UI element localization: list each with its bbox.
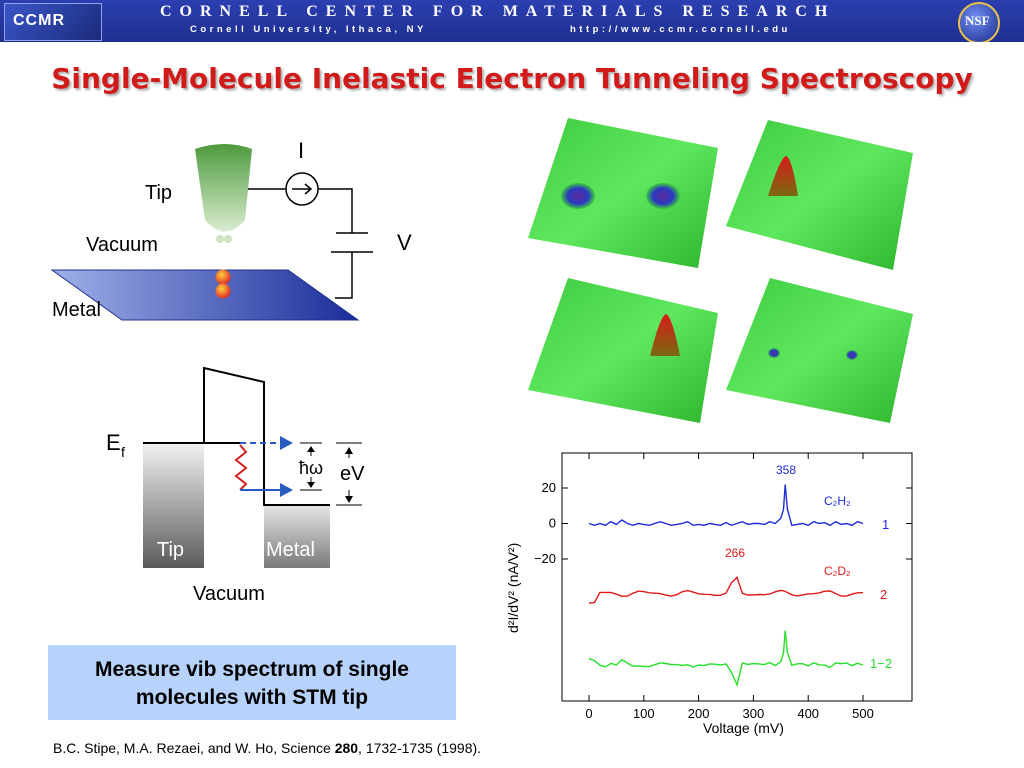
- label-fermi: E: [106, 430, 121, 455]
- stm-image-2: [726, 120, 913, 270]
- energy-diagram: E f ħω eV Tip Metal Vacuum: [106, 366, 365, 605]
- trace-c2d2: [588, 576, 864, 604]
- peak-label-266: 266: [725, 546, 745, 560]
- tip-apex-icon: [216, 235, 224, 243]
- tip-apex-icon: [224, 235, 232, 243]
- stm-image-1: [528, 118, 718, 268]
- y-axis-label: d²I/dV² (nA/V²): [505, 543, 521, 633]
- x-axis-label: Voltage (mV): [703, 720, 784, 736]
- label-metal: Metal: [52, 299, 101, 321]
- summary-callout: Measure vib spectrum of single molecules…: [48, 645, 456, 720]
- tip-band: [143, 443, 204, 568]
- trace-difference: [588, 630, 864, 688]
- banner-title: CORNELL CENTER FOR MATERIALS RESEARCH: [160, 3, 836, 20]
- molecule-label-c2d2: C₂D₂: [824, 564, 851, 578]
- nsf-logo: NSF: [940, 0, 1010, 42]
- arrow-icon: [280, 436, 293, 450]
- label-vacuum-gap: Vacuum: [193, 583, 265, 605]
- x-tick-label: 400: [797, 706, 819, 721]
- y-tick-label: 20: [542, 480, 556, 495]
- trace-c2h2: [588, 484, 864, 527]
- metal-band: [264, 505, 330, 568]
- label-current: I: [298, 138, 304, 163]
- trace-label-3: 1−2: [870, 656, 892, 671]
- x-tick-label: 100: [633, 706, 655, 721]
- spectrum-chart: 200−20 0 100 200 300 400 500 358 C₂H₂ 1 266 C…: [505, 452, 913, 736]
- citation-authors: B.C. Stipe, M.A. Rezaei, and W. Ho, Scie…: [53, 740, 335, 756]
- citation-volume: 280: [334, 740, 359, 756]
- ccmr-logo-text: CCMR: [13, 12, 65, 29]
- citation-pages: , 1732-1735 (1998).: [358, 740, 482, 756]
- metal-surface: [50, 269, 360, 321]
- x-tick-label: 0: [585, 706, 592, 721]
- stm-tip-shape: [195, 144, 252, 232]
- label-tip-band: Tip: [157, 539, 184, 561]
- y-tick-label: 0: [549, 516, 556, 531]
- molecule-atom-icon: [215, 269, 231, 285]
- label-tip: Tip: [145, 182, 172, 204]
- molecule-atom-icon: [215, 283, 231, 299]
- stm-schematic: I Tip Vacuum V Metal: [50, 138, 412, 321]
- arrow-icon: [280, 483, 293, 497]
- banner-subtitle: Cornell University, Ithaca, NY: [190, 24, 427, 35]
- stm-image-4: [726, 278, 913, 423]
- x-tick-label: 300: [743, 706, 765, 721]
- y-tick-label: −20: [534, 551, 556, 566]
- vibration-wave-icon: [234, 444, 248, 491]
- trace-label-2: 2: [880, 587, 887, 602]
- barrier-outline: [143, 366, 330, 506]
- nsf-logo-text: NSF: [965, 13, 990, 28]
- trace-label-1: 1: [882, 517, 889, 532]
- banner-url: http://www.ccmr.cornell.edu: [570, 24, 791, 35]
- header-banner: CCMR CORNELL CENTER FOR MATERIALS RESEAR…: [0, 0, 1024, 42]
- ccmr-logo: CCMR: [4, 3, 102, 41]
- stm-topography-images: [528, 118, 913, 423]
- label-voltage: V: [397, 230, 412, 255]
- citation: B.C. Stipe, M.A. Rezaei, and W. Ho, Scie…: [53, 740, 481, 756]
- summary-line-1: Measure vib spectrum of single: [95, 658, 409, 681]
- molecule-label-c2h2: C₂H₂: [824, 494, 851, 508]
- slide-title: Single-Molecule Inelastic Electron Tunne…: [51, 62, 973, 95]
- label-fermi-sub: f: [121, 444, 125, 460]
- label-metal-band: Metal: [266, 539, 315, 561]
- stm-image-3: [528, 278, 718, 423]
- label-ev: eV: [340, 463, 365, 485]
- peak-label-358: 358: [776, 463, 796, 477]
- summary-line-2: molecules with STM tip: [135, 686, 369, 709]
- x-tick-label: 500: [852, 706, 874, 721]
- label-vacuum: Vacuum: [86, 234, 158, 256]
- x-tick-label: 200: [688, 706, 710, 721]
- label-hbar-omega: ħω: [299, 458, 323, 478]
